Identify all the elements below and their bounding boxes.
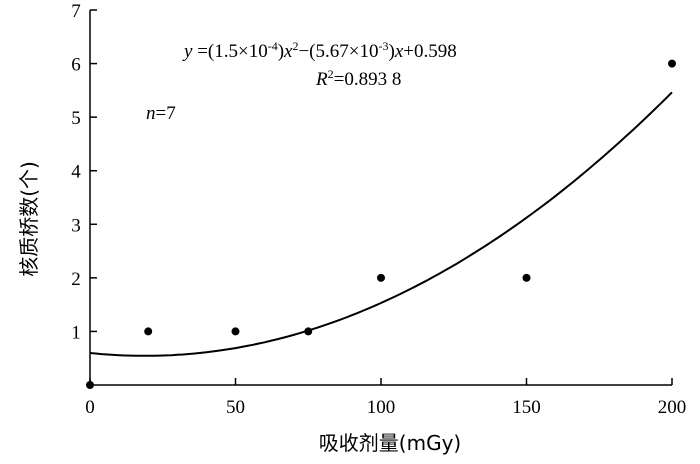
y-tick-label: 5 [71, 108, 81, 129]
equation-x-2: x [394, 41, 404, 62]
equation-close-2: ) [388, 41, 394, 62]
equation-exponent-2: -3 [378, 39, 388, 53]
axes [89, 10, 672, 386]
r-squared-sup: 2 [328, 67, 334, 81]
x-tick-label: 0 [85, 397, 95, 418]
y-tick-label: 6 [71, 55, 81, 76]
data-points [86, 59, 676, 389]
y-tick-label: 4 [71, 162, 81, 183]
y-tick-label: 1 [71, 322, 81, 343]
y-tick-label: 7 [71, 1, 81, 22]
equation-open: =(1.5×10 [192, 41, 267, 62]
fit-equation: y =(1.5×10-4)x2−(5.67×10-3)x+0.598 [182, 39, 457, 62]
data-point [377, 273, 385, 282]
y-axis-ticks: 1 2 3 4 5 6 7 [71, 1, 97, 343]
equation-x-1: x [283, 41, 293, 62]
sample-size-symbol: n [146, 103, 156, 124]
data-point [668, 59, 676, 68]
r-squared: R2=0.893 8 [315, 67, 401, 90]
equation-exponent-1: -4 [268, 39, 278, 53]
data-point [144, 327, 153, 336]
y-tick-label: 2 [71, 269, 81, 290]
sample-size-value: =7 [156, 103, 176, 124]
x-tick-label: 50 [226, 397, 245, 418]
data-point [231, 327, 240, 336]
equation-y: y [182, 41, 193, 62]
equation-close-1: ) [278, 41, 284, 62]
r-squared-value: =0.893 8 [334, 69, 402, 90]
equation-tail: +0.598 [403, 41, 456, 62]
y-tick-label: 3 [71, 215, 81, 236]
data-point [522, 273, 531, 282]
x-tick-label: 200 [658, 397, 687, 418]
quadratic-fit-curve [89, 91, 673, 357]
x-axis-ticks: 0 50 100 150 200 [85, 378, 686, 418]
r-squared-symbol: R [315, 69, 328, 90]
equation-square: 2 [292, 39, 298, 53]
data-point [304, 327, 313, 336]
x-axis-title: 吸收剂量(mGy) [319, 431, 461, 455]
sample-size: n=7 [146, 103, 176, 124]
equation-middle: −(5.67×10 [298, 41, 378, 62]
x-tick-label: 100 [367, 397, 396, 418]
x-tick-label: 150 [512, 397, 541, 418]
y-axis-title: 核质桥数(个) [17, 161, 41, 277]
data-point [86, 381, 94, 389]
